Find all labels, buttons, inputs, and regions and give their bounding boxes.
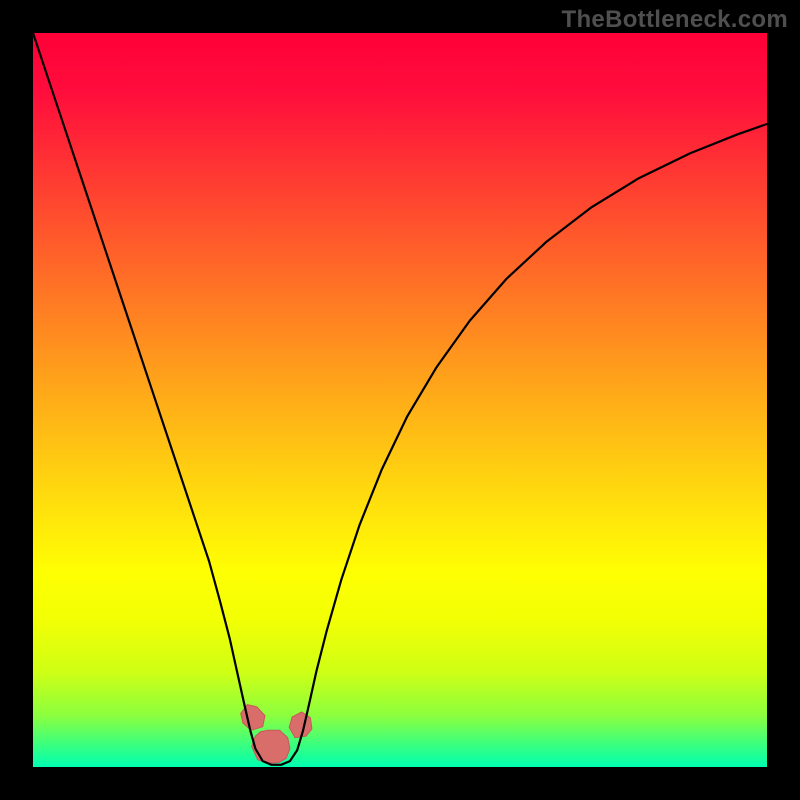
plot-background	[33, 33, 767, 767]
watermark-text: TheBottleneck.com	[562, 6, 788, 34]
blob-marker	[252, 730, 290, 763]
chart-canvas: TheBottleneck.com	[0, 0, 800, 800]
plot-area	[33, 33, 767, 767]
plot-svg	[33, 33, 767, 767]
